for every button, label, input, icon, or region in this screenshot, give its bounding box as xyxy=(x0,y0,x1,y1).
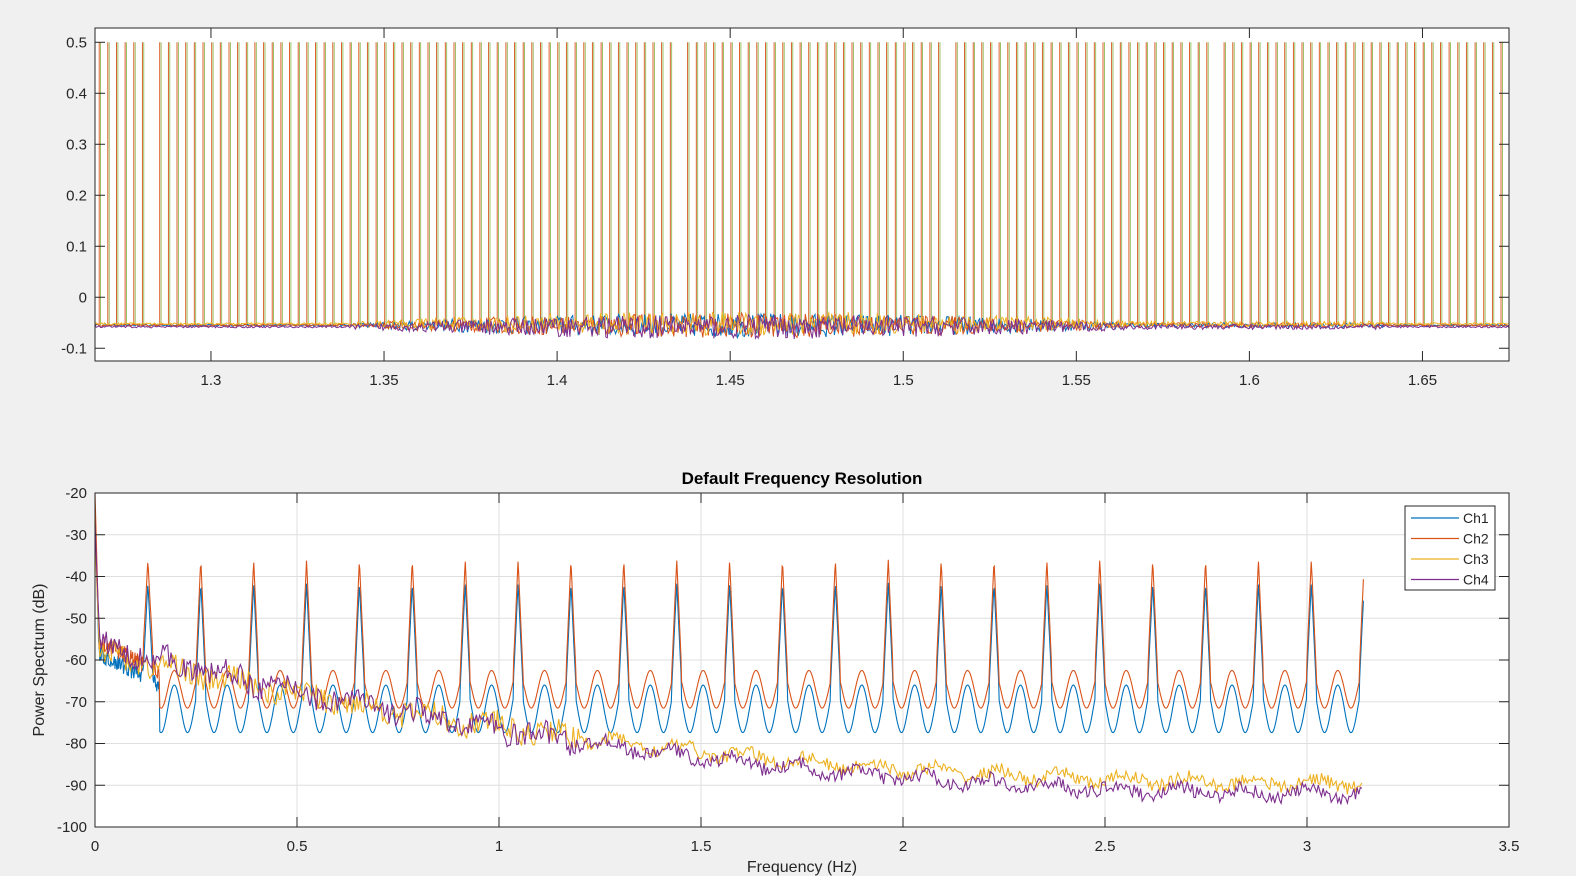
bottom-plot-ticks: 0 0.5 1 1.5 2 2.5 3 3.5 -100 -90 -80 -70 -60 -50 -40 -3… xyxy=(57,485,1519,855)
bottom-ytick-label: -40 xyxy=(65,569,87,586)
spectrum-ch1 xyxy=(94,509,1364,734)
top-xtick-label: 1.4 xyxy=(547,372,568,389)
top-plot-frame xyxy=(94,27,1510,362)
top-ytick-label: -0.1 xyxy=(61,340,87,357)
bottom-plot-traces xyxy=(94,492,1364,806)
bottom-xtick-label: 1.5 xyxy=(691,838,712,855)
bottom-xtick-label: 0.5 xyxy=(287,838,308,855)
bottom-plot-ylabel: Power Spectrum (dB) xyxy=(31,584,48,737)
top-plot-traces xyxy=(94,42,1510,340)
legend-box xyxy=(1404,505,1496,591)
top-xtick-label: 1.55 xyxy=(1062,372,1091,389)
bottom-ytick-label: -20 xyxy=(65,485,87,502)
bottom-plot-title: Default Frequency Resolution xyxy=(682,469,923,488)
baseline-trace-4 xyxy=(94,313,1510,340)
bottom-xtick-label: 3.5 xyxy=(1499,838,1520,855)
bottom-xtick-label: 2 xyxy=(899,838,907,855)
top-ytick-label: 0 xyxy=(79,289,87,306)
spectrum-ch2 xyxy=(94,492,1364,709)
bottom-xtick-label: 3 xyxy=(1303,838,1311,855)
bottom-ytick-label: -80 xyxy=(65,736,87,753)
top-ytick-label: 0.3 xyxy=(66,136,87,153)
bottom-xtick-label: 1 xyxy=(495,838,503,855)
top-ytick-label: 0.2 xyxy=(66,187,87,204)
top-xtick-label: 1.35 xyxy=(369,372,398,389)
bottom-ytick-label: -50 xyxy=(65,610,87,627)
bottom-plot-xlabel: Frequency (Hz) xyxy=(747,859,857,876)
top-xtick-label: 1.65 xyxy=(1408,372,1437,389)
legend-label-ch4: Ch4 xyxy=(1463,572,1489,588)
top-plot: 1.3 1.35 1.4 1.45 1.5 1.55 1.6 1.65 -0.1 0 0.1 0.2 0… xyxy=(61,27,1510,389)
legend-label-ch2: Ch2 xyxy=(1463,531,1489,547)
legend-label-ch3: Ch3 xyxy=(1463,551,1489,567)
top-xtick-label: 1.5 xyxy=(893,372,914,389)
bottom-xtick-label: 2.5 xyxy=(1095,838,1116,855)
bottom-ytick-label: -100 xyxy=(57,819,87,836)
bottom-ytick-label: -30 xyxy=(65,527,87,544)
top-plot-ticks: 1.3 1.35 1.4 1.45 1.5 1.55 1.6 1.65 -0.1 0 0.1 0.2 0… xyxy=(61,28,1509,389)
bottom-ytick-label: -60 xyxy=(65,652,87,669)
bottom-ytick-label: -90 xyxy=(65,777,87,794)
top-ytick-label: 0.1 xyxy=(66,238,87,255)
spectrum-ch3 xyxy=(94,535,1363,795)
bottom-plot: 0 0.5 1 1.5 2 2.5 3 3.5 -100 -90 -80 -70 -60 -50 -40 -3… xyxy=(31,469,1519,876)
pulse-train xyxy=(98,42,1502,326)
legend[interactable]: Ch1 Ch2 Ch3 Ch4 xyxy=(1404,505,1496,591)
top-xtick-label: 1.3 xyxy=(201,372,222,389)
legend-label-ch1: Ch1 xyxy=(1463,510,1489,526)
top-plot-background xyxy=(95,28,1509,361)
baseline-trace-3 xyxy=(95,310,1509,336)
bottom-xtick-label: 0 xyxy=(91,838,99,855)
pulse-train-secondary xyxy=(100,42,1503,326)
top-xtick-label: 1.6 xyxy=(1239,372,1260,389)
top-ytick-label: 0.4 xyxy=(66,85,87,102)
top-ytick-label: 0.5 xyxy=(66,34,87,51)
bottom-ytick-label: -70 xyxy=(65,694,87,711)
top-xtick-label: 1.45 xyxy=(716,372,745,389)
spectrum-ch4 xyxy=(94,522,1363,806)
